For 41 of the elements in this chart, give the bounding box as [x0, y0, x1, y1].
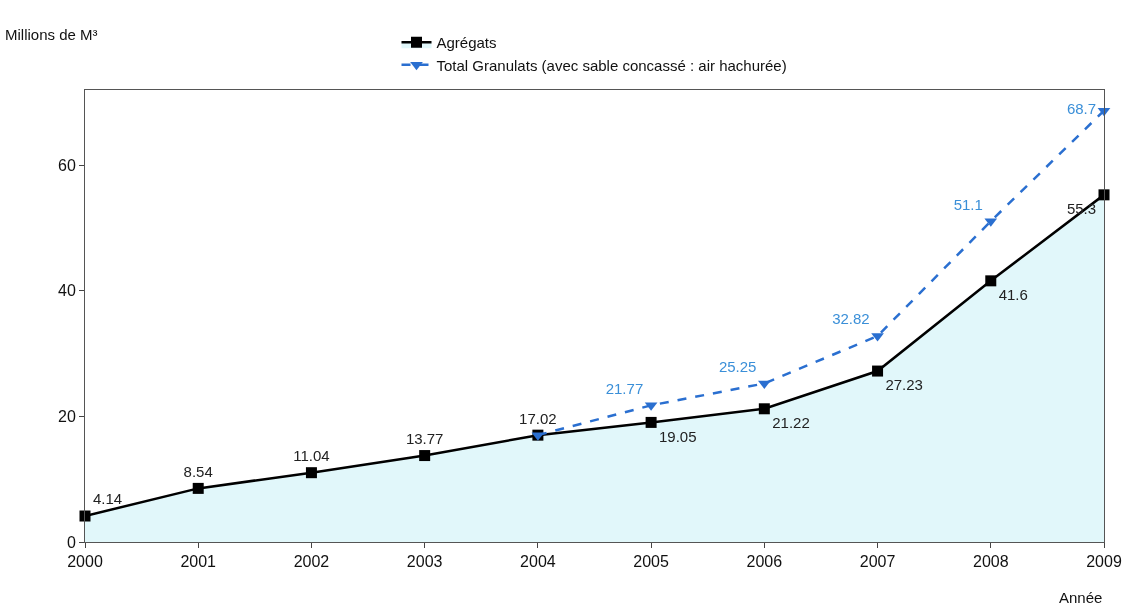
x-tick-label: 2006 [746, 553, 783, 571]
x-tick-label: 2005 [633, 553, 670, 571]
data-label: 4.14 [92, 490, 123, 508]
x-tick-label: 2000 [67, 553, 103, 571]
point [79, 510, 91, 522]
x-tick-label: 2007 [859, 553, 896, 571]
point [758, 403, 770, 415]
x-axis-title: Année [1059, 589, 1103, 606]
point [872, 365, 884, 377]
point [645, 416, 657, 428]
legend-label: Agrégats [436, 34, 497, 52]
x-tick-label: 2002 [293, 553, 330, 571]
y-tick-label: 20 [58, 408, 76, 426]
point [192, 482, 204, 494]
data-label: 13.77 [405, 429, 444, 447]
y-tick-label: 0 [66, 533, 76, 551]
data-label: 25.25 [718, 357, 757, 375]
data-label: 27.23 [885, 376, 923, 394]
data-label: 21.77 [605, 379, 644, 397]
data-label: 32.82 [832, 310, 870, 328]
data-label: 19.05 [658, 427, 697, 445]
point [1098, 189, 1110, 201]
data-label: 21.22 [772, 413, 810, 431]
data-label: 51.1 [953, 195, 983, 213]
x-tick-label: 2001 [180, 553, 217, 571]
data-label: 11.04 [293, 447, 330, 465]
data-label: 41.6 [998, 285, 1028, 303]
x-tick-label: 2004 [520, 553, 556, 571]
y-tick-label: 60 [58, 156, 76, 174]
data-label: 68.7 [1066, 100, 1097, 118]
y-axis-title: Millions de M³ [5, 26, 98, 43]
point [985, 275, 997, 287]
point [305, 467, 317, 479]
y-tick-label: 40 [58, 282, 76, 300]
data-label: 17.02 [519, 409, 557, 427]
x-tick-label: 2008 [972, 553, 1009, 571]
x-tick-label: 2003 [406, 553, 443, 571]
legend-label: Total Granulats (avec sable concassé : air hachurée) [436, 56, 787, 74]
x-tick-label: 2009 [1086, 553, 1122, 571]
point [419, 450, 431, 462]
data-label: 8.54 [183, 462, 213, 480]
